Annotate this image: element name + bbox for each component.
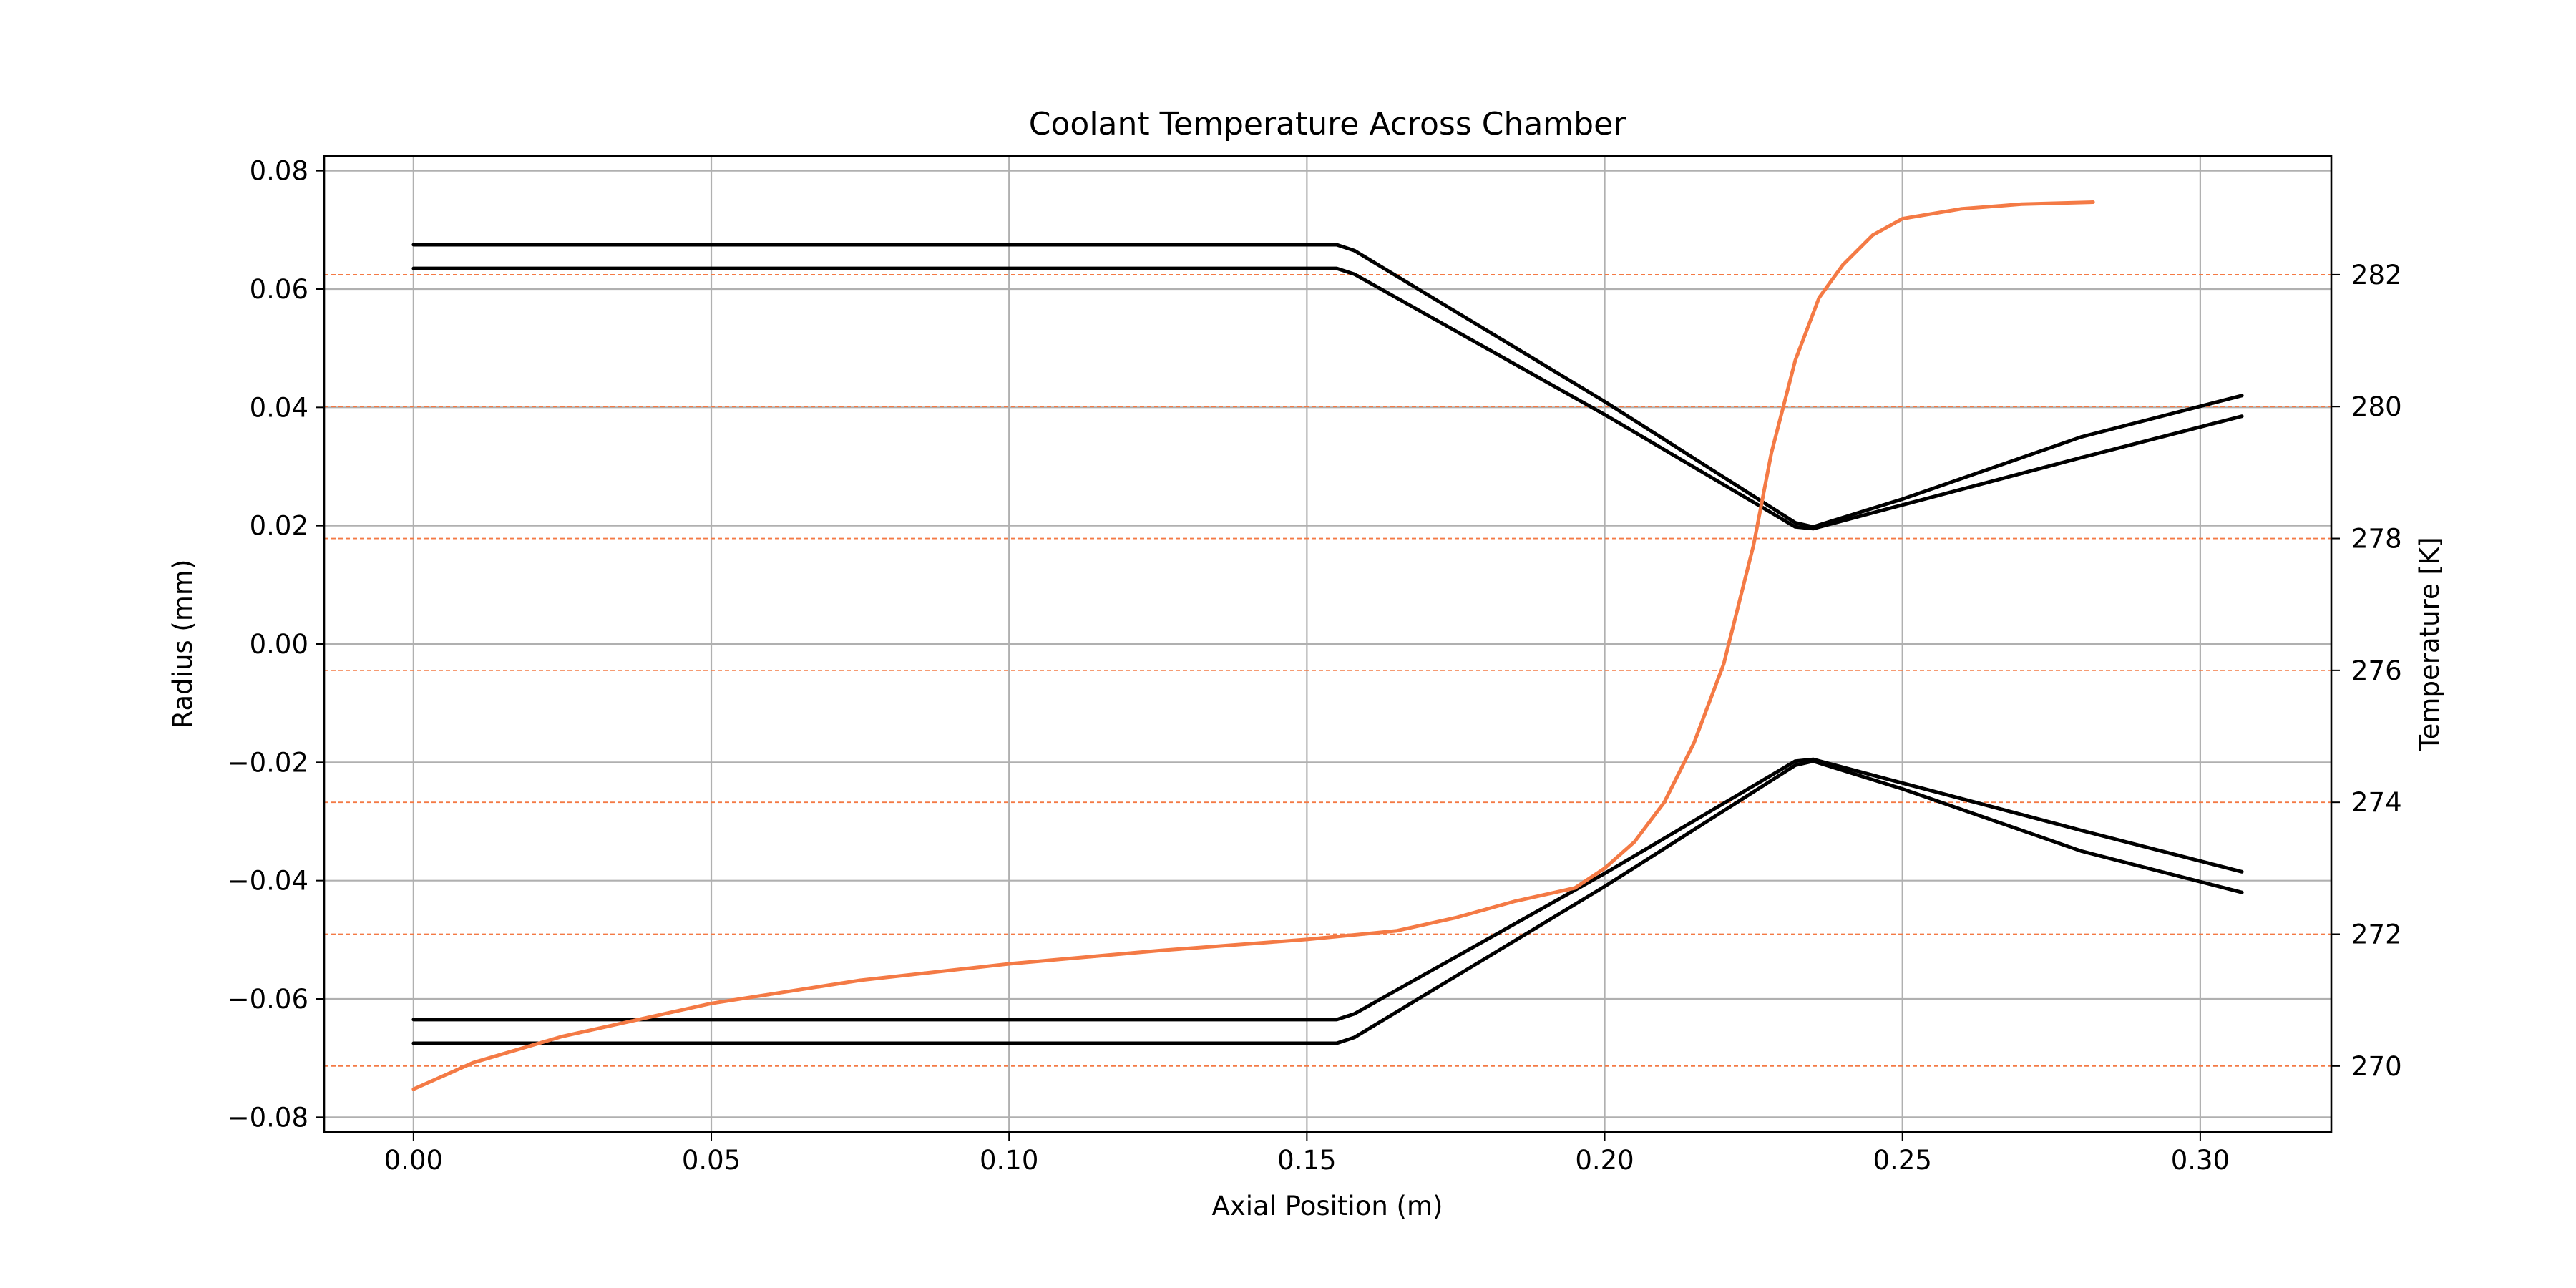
x-tick-label: 0.30 [2171,1145,2230,1176]
y2-tick-label: 276 [2351,655,2402,686]
y-tick-label: −0.08 [228,1102,308,1133]
y-tick-label: −0.02 [228,747,308,778]
x-tick-label: 0.00 [384,1145,443,1176]
chamber-contour-line-2 [411,266,2244,531]
y2-tick-label: 278 [2351,524,2402,555]
y-tick-label: 0.08 [250,156,308,187]
y-tick-label: −0.06 [228,984,308,1015]
y-tick-label: 0.04 [250,392,308,423]
temperature-reference-lines [324,273,2331,1067]
chamber-contour-line-4 [411,759,2244,1045]
y-tick-label: 0.00 [250,629,308,660]
y2-tick-label: 274 [2351,787,2402,818]
y2-tick-label: 270 [2351,1051,2402,1082]
x-tick-label: 0.05 [682,1145,741,1176]
grid [324,156,2331,1132]
series-layer [411,200,2244,1091]
y-tick-label: −0.04 [228,866,308,897]
chamber-contour-line-1 [411,243,2244,529]
x-axis-label: Axial Position (m) [1212,1191,1443,1221]
temperature-line [411,200,2095,1091]
y2-tick-label: 282 [2351,260,2402,291]
x-axis-ticks: 0.00 0.05 0.10 0.15 0.20 0.25 0.30 [384,1132,2230,1176]
y2-axis-label: Temperature [K] [2414,537,2445,751]
x-tick-label: 0.10 [980,1145,1038,1176]
y-axis-label: Radius (mm) [167,560,198,729]
y2-tick-label: 280 [2351,391,2402,422]
y-tick-label: 0.02 [250,511,308,542]
y2-axis-ticks: 282 280 278 276 274 272 270 [2331,260,2402,1082]
chamber-contour-line-3 [411,757,2244,1022]
y-axis-ticks: 0.08 0.06 0.04 0.02 0.00 −0.02 −0.04 −0.06 −0.08 [228,156,324,1133]
x-tick-label: 0.20 [1575,1145,1634,1176]
x-tick-label: 0.15 [1277,1145,1336,1176]
y2-tick-label: 272 [2351,919,2402,950]
x-tick-label: 0.25 [1873,1145,1932,1176]
chart-title: Coolant Temperature Across Chamber [1029,106,1626,142]
y-tick-label: 0.06 [250,274,308,305]
